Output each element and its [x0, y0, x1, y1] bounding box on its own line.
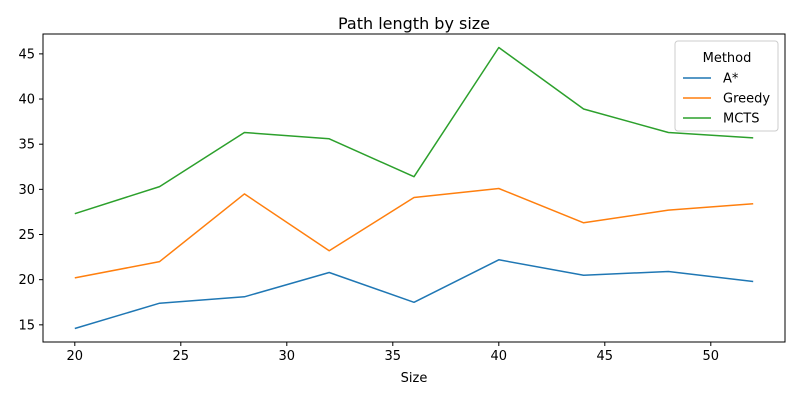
x-tick-label: 20 — [67, 349, 84, 364]
x-axis: 20 25 30 35 40 45 50 — [67, 342, 720, 364]
legend-title: Method — [703, 51, 752, 66]
series-line-mcts — [74, 46, 754, 215]
legend-label: Greedy — [723, 92, 770, 107]
y-tick-label: 40 — [18, 93, 35, 108]
plot-area — [74, 46, 754, 330]
y-axis: 15 20 25 30 35 40 45 — [18, 47, 43, 333]
y-tick-label: 45 — [18, 47, 35, 62]
legend-items: A* Greedy MCTS — [683, 72, 770, 127]
x-tick-label: 45 — [597, 349, 614, 364]
legend-box — [674, 40, 779, 132]
y-tick-label: 15 — [18, 318, 35, 333]
legend: Method A* Greedy MCTS — [674, 40, 779, 132]
y-tick-label: 20 — [18, 273, 35, 288]
legend-label: A* — [723, 72, 739, 87]
x-tick-label: 30 — [279, 349, 296, 364]
chart-title: Path length by size — [338, 14, 490, 33]
x-tick-label: 40 — [491, 349, 508, 364]
plot-frame — [42, 33, 786, 343]
series-line-a — [74, 259, 754, 330]
x-tick-label: 50 — [703, 349, 720, 364]
y-tick-label: 25 — [18, 228, 35, 243]
x-tick-label: 35 — [385, 349, 402, 364]
x-axis-label: Size — [401, 371, 428, 386]
y-tick-label: 30 — [18, 183, 35, 198]
y-tick-label: 35 — [18, 138, 35, 153]
legend-label: MCTS — [723, 112, 760, 127]
x-tick-label: 25 — [173, 349, 190, 364]
series-line-greedy — [74, 187, 754, 279]
